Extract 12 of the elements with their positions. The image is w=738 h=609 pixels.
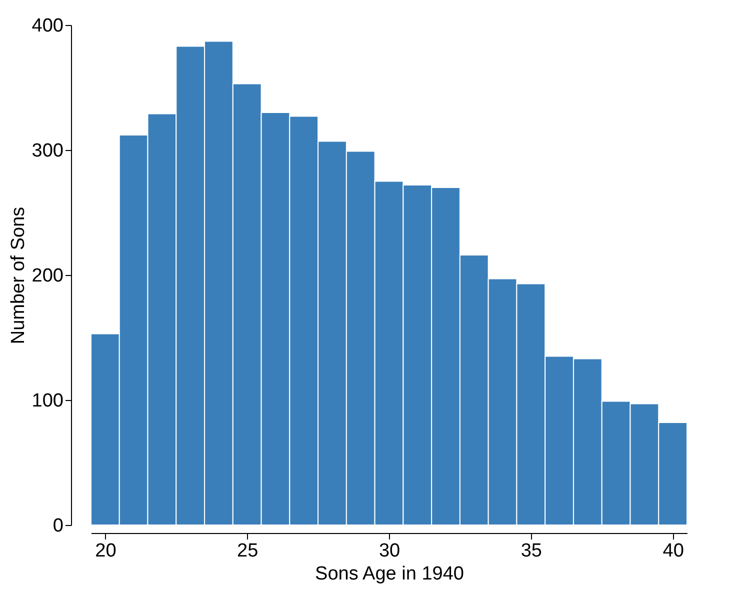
x-tick-label: 35 — [520, 540, 542, 562]
y-tick-label: 100 — [32, 390, 64, 412]
y-axis-title: Number of Sons — [8, 206, 29, 344]
x-axis-title: Sons Age in 1940 — [315, 564, 464, 584]
x-tick-label: 20 — [95, 540, 116, 562]
y-tick-label: 300 — [32, 140, 64, 162]
x-tick-label: 30 — [378, 540, 400, 562]
y-tick-label: 200 — [32, 266, 64, 286]
y-tick-label: 400 — [32, 16, 64, 36]
x-tick-label: 25 — [237, 540, 258, 562]
x-tick-label: 40 — [662, 540, 684, 562]
y-tick-label: 0 — [52, 516, 64, 536]
